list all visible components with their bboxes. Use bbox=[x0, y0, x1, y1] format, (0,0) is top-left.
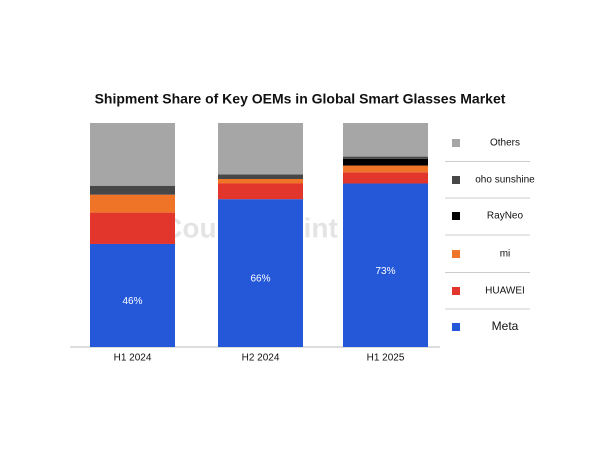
legend-swatch bbox=[452, 323, 460, 331]
data-label: 46% bbox=[122, 296, 142, 307]
bar-segment bbox=[218, 123, 303, 175]
data-label: 73% bbox=[375, 266, 395, 277]
legend-swatch bbox=[452, 250, 460, 258]
bar-segment bbox=[343, 156, 428, 159]
bar-segment bbox=[343, 123, 428, 157]
x-tick-label: H1 2025 bbox=[367, 353, 405, 364]
legend-label: Others bbox=[490, 138, 520, 149]
legend-swatch bbox=[452, 212, 460, 220]
bar-segment bbox=[218, 179, 303, 184]
legend-swatch bbox=[452, 176, 460, 184]
bar-segment bbox=[90, 212, 175, 244]
bar-segment bbox=[90, 123, 175, 186]
bar-segment bbox=[343, 172, 428, 184]
bar-segment bbox=[343, 165, 428, 173]
legend-swatch bbox=[452, 287, 460, 295]
bar-segment bbox=[90, 194, 175, 213]
legend-label: oho sunshine bbox=[475, 175, 535, 186]
bar-segment bbox=[218, 174, 303, 179]
bar-segment bbox=[90, 243, 175, 347]
data-label: 66% bbox=[250, 274, 270, 285]
bar-segment bbox=[90, 185, 175, 195]
bar-segment bbox=[343, 158, 428, 166]
x-tick-label: H2 2024 bbox=[242, 353, 280, 364]
x-tick-label: H1 2024 bbox=[114, 353, 152, 364]
bar-segment bbox=[218, 183, 303, 200]
bar-segment bbox=[343, 183, 428, 347]
chart-title: Shipment Share of Key OEMs in Global Sma… bbox=[95, 91, 506, 107]
legend-label: Meta bbox=[492, 319, 519, 333]
legend-label: mi bbox=[500, 249, 511, 260]
legend-label: HUAWEI bbox=[485, 286, 525, 297]
legend-label: RayNeo bbox=[487, 211, 524, 222]
bar-segment bbox=[218, 199, 303, 347]
legend-swatch bbox=[452, 139, 460, 147]
